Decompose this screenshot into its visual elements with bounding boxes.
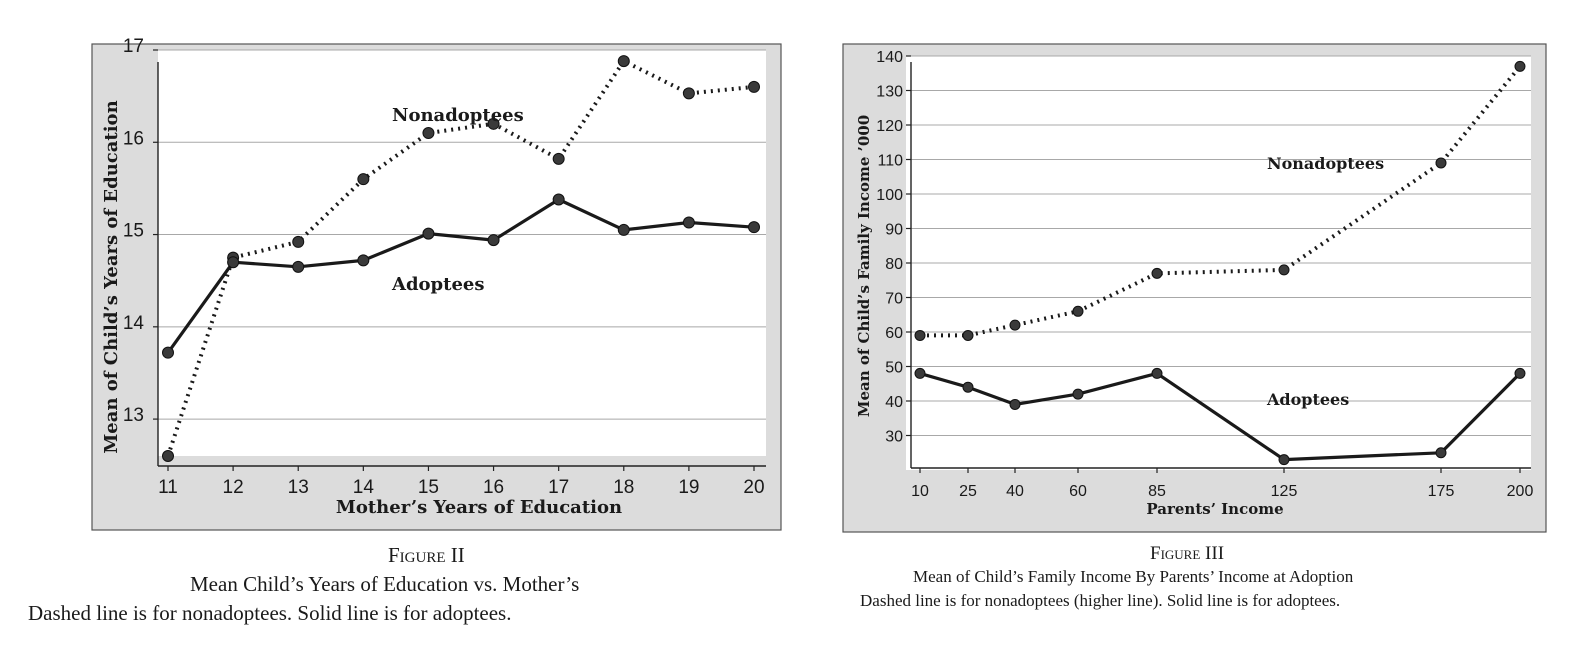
figure-3-xtick-label: 40 xyxy=(1006,483,1024,500)
figure-2-xtick-label: 15 xyxy=(418,477,439,498)
figure-3-xtick-label: 85 xyxy=(1148,483,1166,500)
figure-2-xtick-label: 14 xyxy=(353,477,375,498)
figure-2-label: Figure II xyxy=(388,543,465,567)
figure-3-ytick-label: 80 xyxy=(885,256,903,273)
figure-3-ytick-label: 30 xyxy=(885,429,903,446)
figure-3-series-nonadoptees-point xyxy=(914,329,926,341)
figure-3-xtick-label: 125 xyxy=(1271,483,1298,500)
figure-3-series-adoptees-point xyxy=(962,381,974,393)
figure-2-ytick-label: 16 xyxy=(123,128,144,149)
figure-3-ytick-label: 60 xyxy=(885,325,903,342)
figure-3-series-adoptees-point xyxy=(1009,398,1021,410)
figure-3-ytick-label: 100 xyxy=(876,187,903,204)
figure-2-title: Mean Child’s Years of Education vs. Moth… xyxy=(190,572,580,596)
figure-3-series-adoptees-point xyxy=(1072,388,1084,400)
figure-3-series-label-adoptees: Adoptees xyxy=(1266,390,1349,409)
figure-3-xtick-label: 200 xyxy=(1507,483,1534,500)
figure-2-y-axis-title: Mean of Child’s Years of Education xyxy=(101,100,122,453)
figure-3-note: Dashed line is for nonadoptees (higher l… xyxy=(860,591,1341,610)
figure-2-series-adoptees-line xyxy=(166,197,755,354)
figure-2-series-nonadoptees-point xyxy=(357,173,370,186)
figure-3-xtick-label: 60 xyxy=(1069,483,1087,500)
figure-2-ytick-label: 17 xyxy=(123,36,144,57)
figure-3-series-nonadoptees-point xyxy=(1514,60,1526,72)
figure-2-series-nonadoptees-point xyxy=(682,87,695,100)
figure-3-series-nonadoptees-point xyxy=(1009,319,1021,331)
figure-2-xtick-label: 16 xyxy=(483,477,504,498)
figure-2-series-adoptees-point xyxy=(227,256,240,269)
figure-2-ytick-label: 14 xyxy=(123,313,145,334)
figure-2-note: Dashed line is for nonadoptees. Solid li… xyxy=(28,601,512,625)
figure-2-series-adoptees-point xyxy=(162,346,174,359)
figure-2-series-nonadoptees-point xyxy=(617,55,630,68)
figure-3-y-axis-title: Mean of Child’s Family Income ’000 xyxy=(855,115,873,417)
figure-2-series-adoptees-point xyxy=(552,193,565,206)
figure-3-ytick-label: 70 xyxy=(885,291,903,308)
figure-2-series-adoptees-point xyxy=(422,227,435,240)
figure-2-xtick-label: 11 xyxy=(158,477,178,498)
figure-3-label: Figure III xyxy=(1150,543,1225,564)
figure-2-x-axis-title: Mother’s Years of Education xyxy=(336,497,622,518)
figure-3-series-nonadoptees-point xyxy=(1435,157,1447,169)
figure-3-xtick-label: 175 xyxy=(1428,483,1455,500)
figure-2-series-adoptees-point xyxy=(487,234,500,247)
figure-3-xtick-label: 10 xyxy=(911,483,929,500)
figure-2-series-adoptees-point xyxy=(617,223,630,236)
figure-2-series-nonadoptees-point xyxy=(292,235,305,248)
figure-3-series-adoptees-point xyxy=(1151,367,1163,379)
figure-3-series-nonadoptees-point xyxy=(962,329,974,341)
figure-3-series-label-nonadoptees: Nonadoptees xyxy=(1267,154,1384,173)
figure-2-series-nonadoptees-point xyxy=(552,152,565,165)
figure-3-xtick-label: 25 xyxy=(959,483,977,500)
figure-3-series-nonadoptees-point xyxy=(1278,264,1290,276)
figure-3-ytick-label: 130 xyxy=(876,84,903,101)
figure-3-ytick-label: 110 xyxy=(877,153,903,170)
figure-3-ytick-label: 140 xyxy=(876,49,903,66)
figure-2-ytick-label: 13 xyxy=(123,405,144,426)
figure-2-series-nonadoptees-point xyxy=(162,450,174,462)
figure-2-xtick-label: 17 xyxy=(548,477,569,498)
figure-3-ytick-label: 50 xyxy=(885,360,903,377)
figure-3-series-adoptees-point xyxy=(1435,447,1447,459)
figure-2-series-nonadoptees-point xyxy=(422,127,435,140)
figure-2-series-adoptees-point xyxy=(748,221,760,234)
figure-3-series-nonadoptees-point xyxy=(1151,267,1163,279)
figure-3-ytick-label: 90 xyxy=(885,222,903,239)
figure-2-series-adoptees-point xyxy=(292,260,305,273)
figure-3-series-nonadoptees-point xyxy=(1072,305,1084,317)
figure-2-series-adoptees-point xyxy=(357,254,370,267)
figure-2-series-adoptees-point xyxy=(682,216,695,229)
figure-2-ytick-label: 15 xyxy=(123,221,144,242)
figure-2-series-label-adoptees: Adoptees xyxy=(391,274,485,295)
figure-3-x-axis-title: Parents’ Income xyxy=(1146,500,1283,518)
figure-3-series-adoptees-line xyxy=(919,371,1522,462)
figure-2-series-nonadoptees-point xyxy=(487,117,500,130)
figure-2-xtick-label: 20 xyxy=(743,477,764,498)
figure-3-series-adoptees-point xyxy=(1514,367,1526,379)
figure-2-xtick-label: 12 xyxy=(223,477,244,498)
figure-2-xtick-label: 18 xyxy=(613,477,634,498)
figure-2-xtick-label: 13 xyxy=(288,477,309,498)
figure-3-series-adoptees-point xyxy=(914,367,926,379)
figure-2-plot-area xyxy=(158,50,766,456)
figure-2-xtick-label: 19 xyxy=(678,477,699,498)
figure-3-series-nonadoptees-line xyxy=(920,65,1522,338)
figure-2-series-label-nonadoptees: Nonadoptees xyxy=(392,105,524,126)
figure-3-series-adoptees-point xyxy=(1278,454,1290,466)
figure-3-title: Mean of Child’s Family Income By Parents… xyxy=(913,567,1354,586)
figure-2-series-nonadoptees-point xyxy=(748,80,760,93)
figure-3-ytick-label: 120 xyxy=(876,118,903,135)
figure-3-ytick-label: 40 xyxy=(885,394,903,411)
